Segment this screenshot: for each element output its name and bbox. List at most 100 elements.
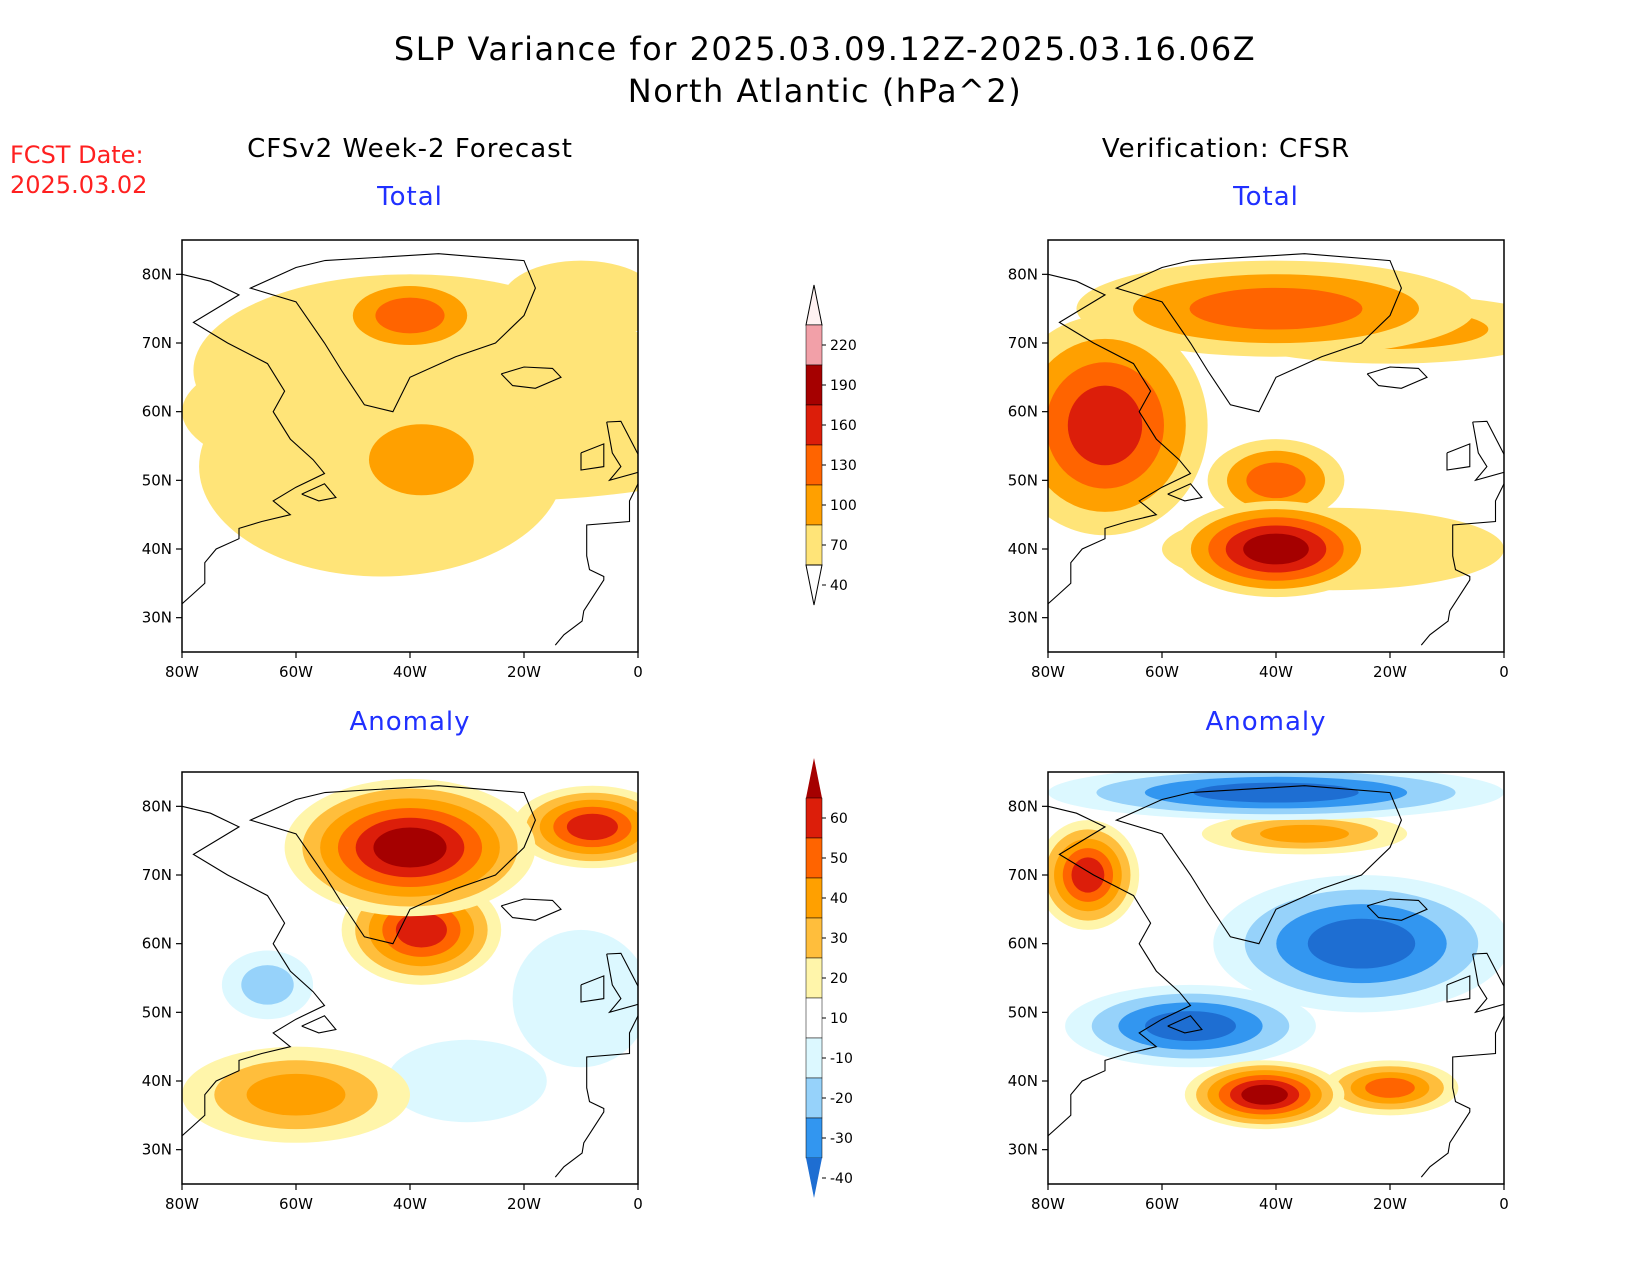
fcst-total-contour-5-2 [375,297,445,334]
total-colorbar: 220 190 160 130 100 70 40 [805,284,857,606]
fcst-total-xtick-label-2: 40W [393,663,427,681]
verif-anomaly-coastline-6 [1420,1015,1504,1178]
fcst-date-block: FCST Date: 2025.03.02 [10,140,147,200]
anomaly-colorbar-top-arrow [806,758,822,798]
verif-total-xtick-label-4: 0 [1499,663,1509,681]
fcst-total-panel: 80W 60W 40W 20W 0 80N 70N 60N 50N 40N 30N [142,239,643,681]
verif-anomaly-coastline-3 [1167,1015,1203,1034]
fcst-total-field [182,240,638,652]
verif-anomaly-field [1048,772,1504,1184]
verif-total-ytick-label-1: 70N [1008,334,1038,352]
fcst-anomaly-contour-3-2 [246,1073,346,1116]
main-subtitle: North Atlantic (hPa^2) [627,72,1023,110]
total-colorbar-seg-5 [805,484,823,526]
anomaly-colorbar-seg-2 [805,837,823,879]
verif-total-contour-3-2 [1189,287,1363,330]
fcst-total-xtick-label-1: 60W [279,663,313,681]
verif-total-xtick-label-2: 40W [1259,663,1293,681]
fcst-total-title: Total [377,182,443,212]
verif-total-coastline-2 [1048,273,1192,605]
verif-total-ytick-label-4: 40N [1008,540,1038,558]
fcst-anomaly-field [182,772,638,1184]
fcst-anomaly-title: Anomaly [349,707,471,737]
fcst-total-xtick-label-0: 80W [165,663,199,681]
anomaly-colorbar: 60 50 40 30 20 10 -10 -20 -30 -40 [805,758,853,1198]
verif-anomaly-ytick-label-5: 30N [1008,1141,1038,1159]
total-colorbar-seg-2 [805,364,823,406]
fcst-anomaly-xtick-label-0: 80W [165,1195,199,1213]
verif-anomaly-xtick-label-2: 40W [1259,1195,1293,1213]
anomaly-colorbar-bottom-arrow [806,1158,822,1198]
anomaly-colorbar-label-0: 60 [830,811,848,827]
verif-total-contour-4-3 [1067,385,1143,466]
anomaly-colorbar-label-9: -40 [830,1171,853,1187]
fcst-date-label: FCST Date: [10,141,144,169]
verif-anomaly-coastline-2 [1048,805,1192,1137]
anomaly-colorbar-seg-4 [805,917,823,959]
anomaly-colorbar-label-5: 10 [830,1011,848,1027]
verif-anomaly-contour-5-4 [1071,857,1105,893]
total-colorbar-label-4: 100 [830,498,857,514]
forecast-column-title: CFSv2 Week-2 Forecast [247,134,573,164]
fcst-date-value: 2025.03.02 [10,171,148,199]
fcst-anomaly-contour-2-1 [241,965,294,1005]
fcst-anomaly-ytick-label-1: 70N [142,866,172,884]
verif-anomaly-ytick-label-3: 50N [1008,1003,1038,1021]
fcst-anomaly-xtick-label-2: 40W [393,1195,427,1213]
fcst-anomaly-xtick-label-4: 0 [633,1195,643,1213]
fcst-anomaly-contour-5-4 [566,813,618,841]
verif-total-contour-2-2 [1246,462,1306,499]
anomaly-colorbar-seg-3 [805,877,823,919]
verif-anomaly-coastline-4 [1472,952,1504,1014]
verif-anomaly-contour-1-3 [1307,918,1416,969]
total-colorbar-label-1: 190 [830,378,857,394]
anomaly-colorbar-label-7: -20 [830,1091,853,1107]
anomaly-colorbar-label-4: 20 [830,971,848,987]
verif-anomaly-contour-6-5 [1241,1084,1288,1105]
verif-anomaly-xtick-label-3: 20W [1373,1195,1407,1213]
verif-total-title: Total [1233,182,1299,212]
fcst-total-coastline-5 [580,443,605,471]
fcst-anomaly-ytick-label-2: 60N [142,935,172,953]
fcst-anomaly-coastline-2 [182,805,326,1137]
fcst-anomaly-coastline-4 [606,952,638,1014]
fcst-total-xtick-label-4: 0 [633,663,643,681]
fcst-anomaly-coastline-1 [500,898,562,921]
verif-anomaly-contour-4-3 [1365,1077,1415,1098]
verif-anomaly-xtick-label-1: 60W [1145,1195,1179,1213]
fcst-total-ytick-label-3: 50N [142,471,172,489]
verif-total-field [1048,240,1504,652]
fcst-anomaly-contour-4-4 [395,912,447,948]
fcst-total-coastline-4 [606,420,638,482]
fcst-anomaly-panel: 80W 60W 40W 20W 0 80N 70N 60N 50N 40N 30N [142,771,643,1213]
total-colorbar-label-3: 130 [830,458,857,474]
verif-anomaly-xtick-label-4: 0 [1499,1195,1509,1213]
fcst-anomaly-contour-1-0 [512,929,638,1068]
anomaly-colorbar-seg-9 [805,1117,823,1159]
total-colorbar-seg-4 [805,444,823,486]
anomaly-colorbar-label-6: -10 [830,1051,853,1067]
total-colorbar-seg-6 [805,524,823,566]
verif-total-ytick-label-0: 80N [1008,265,1038,283]
anomaly-colorbar-label-1: 50 [830,851,848,867]
fcst-total-coastline-3 [301,483,337,502]
verif-anomaly-coastline-1 [1366,898,1428,921]
anomaly-colorbar-seg-7 [805,1037,823,1079]
verif-total-contour-5-4 [1243,533,1309,565]
verif-total-ytick-label-2: 60N [1008,403,1038,421]
verif-total-coastline-5 [1446,443,1471,471]
verif-total-coastline-1 [1366,366,1428,389]
total-colorbar-label-5: 70 [830,538,848,554]
anomaly-colorbar-seg-5 [805,957,823,999]
verif-anomaly-title: Anomaly [1205,707,1327,737]
verif-anomaly-panel: 80W 60W 40W 20W 0 80N 70N 60N 50N 40N 30N [1008,771,1509,1213]
fcst-total-coastline-2 [182,273,326,605]
total-colorbar-seg-1 [805,324,823,366]
verif-total-coastline-0 [1114,253,1402,413]
verif-total-panel: 80W 60W 40W 20W 0 80N 70N 60N 50N 40N 30N [1008,239,1509,681]
verif-anomaly-ytick-label-0: 80N [1008,797,1038,815]
fcst-total-contour-4-1 [368,424,474,496]
anomaly-colorbar-label-3: 30 [830,931,848,947]
fcst-total-ytick-label-5: 30N [142,609,172,627]
